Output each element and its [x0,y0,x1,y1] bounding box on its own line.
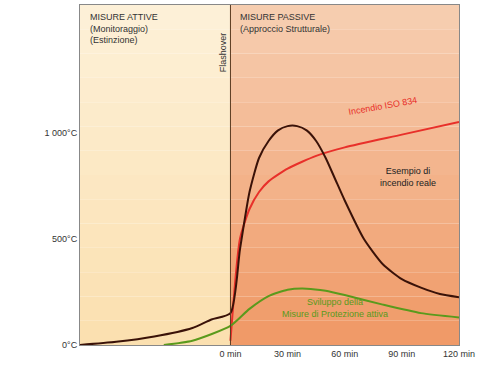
svg-text:1 000°C: 1 000°C [45,128,78,138]
svg-text:120 min: 120 min [443,349,475,359]
svg-text:0 min: 0 min [219,349,241,359]
svg-text:Incendio ISO 834: Incendio ISO 834 [348,95,418,117]
svg-text:500°C: 500°C [52,234,78,244]
svg-text:90 min: 90 min [388,349,415,359]
svg-text:30 min: 30 min [274,349,301,359]
svg-text:MISURE PASSIVE(Approccio Strut: MISURE PASSIVE(Approccio Strutturale) [240,12,330,34]
svg-text:60 min: 60 min [331,349,358,359]
svg-text:Sviluppo dellaMisure di Protez: Sviluppo dellaMisure di Protezione attiv… [282,297,388,319]
svg-text:0°C: 0°C [62,340,78,350]
svg-text:Flashover: Flashover [218,33,228,73]
svg-text:MISURE ATTIVE(Monitoraggio)(Es: MISURE ATTIVE(Monitoraggio)(Estinzione) [90,12,158,45]
svg-text:Esempio diincendio reale: Esempio diincendio reale [380,166,436,188]
